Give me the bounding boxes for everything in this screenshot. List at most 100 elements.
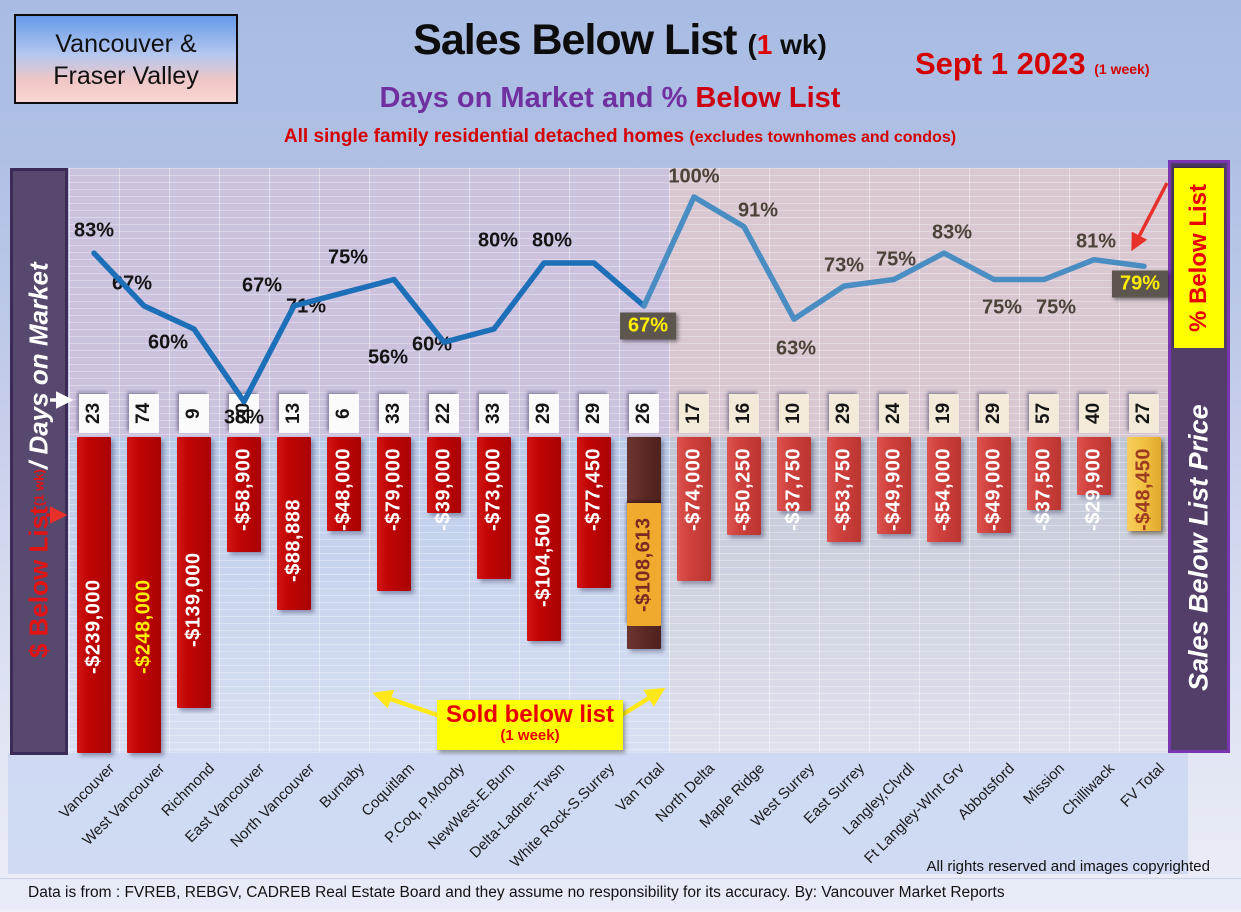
bar-value-label: -$48,450 [1132,448,1155,532]
bar-delta-ladner-twsn [527,437,561,641]
bar-value-label: -$239,000 [82,579,105,674]
bar-newwest-e-burn [477,437,511,579]
bar-langley-clvrdl [877,437,911,534]
date-label: Sept 1 2023 (1 week) [915,46,1150,81]
days-on-market-label: 6 [329,394,359,433]
days-on-market-label: 27 [1129,394,1159,433]
bar-chilliwack [1077,437,1111,495]
bar-ft-langley-wint-grv [927,437,961,542]
chart-tagline: All single family residential detached h… [283,126,957,147]
left-axis-bar [10,168,68,755]
bar-value-label: -$73,000 [482,448,505,532]
pct-below-list-label: 67% [619,312,677,340]
days-on-market-label: 10 [779,394,809,433]
pct-below-list-label: 67% [241,274,283,297]
region-badge-line1: Vancouver & [55,30,197,58]
days-on-market-label: 40 [1079,394,1109,433]
pct-below-list-label: 71% [285,295,327,318]
right-axis-pct-label: % Below List [1174,168,1224,348]
days-on-market-label: 16 [729,394,759,433]
bar-richmond [177,437,211,708]
days-on-market-label: 57 [1029,394,1059,433]
rights-note: All rights reserved and images copyright… [926,858,1210,875]
pct-below-list-label: 80% [531,229,573,252]
days-on-market-label: 17 [679,394,709,433]
days-on-market-label: 9 [179,394,209,433]
chart-subtitle: Days on Market and % Below List [379,82,841,114]
left-axis-note: (1 wk) [31,469,47,506]
bar-east-surrey [827,437,861,542]
days-on-market-label: 24 [879,394,909,433]
date-note: (1 week) [1094,61,1150,77]
bar-value-label: -$39,000 [432,448,455,532]
bar-value-label: -$54,000 [932,448,955,532]
source-note: Data is from : FVREB, REBGV, CADREB Real… [28,884,1005,901]
bar-mission [1027,437,1061,510]
days-on-market-label: 74 [129,394,159,433]
bar-fv-total [1127,437,1161,531]
days-on-market-label: 29 [579,394,609,433]
chart-title: Sales Below List (1 wk) [413,16,827,64]
pct-below-list-label: 63% [775,337,817,360]
bar-coquitlam [377,437,411,591]
pct-below-list-label: 60% [411,333,453,356]
bar-value-label: -$108,613 [627,503,661,626]
bar-value-label: -$104,500 [532,512,555,607]
bar-value-label: -$37,500 [1032,448,1055,532]
pct-below-list-label: 91% [737,199,779,222]
bar-north-delta [677,437,711,581]
bar-north-vancouver [277,437,311,610]
chart-title-note: (1 wk) [747,29,827,60]
bar-value-label: -$58,900 [232,448,255,532]
bar-burnaby [327,437,361,531]
bar-value-label: -$48,000 [332,448,355,532]
days-on-market-label: 33 [479,394,509,433]
bar-p-coq-p-moody [427,437,461,513]
bar-value-label: -$79,000 [382,448,405,532]
bar-value-label: -$77,450 [582,448,605,532]
footer-strip: Data is from : FVREB, REBGV, CADREB Real… [0,878,1241,909]
pct-below-list-label: 75% [1035,296,1077,318]
bar-value-label: -$49,900 [882,448,905,532]
bar-value-label: -$248,000 [132,579,155,674]
pct-below-list-label: 80% [477,229,519,252]
bar-value-label: -$53,750 [832,448,855,532]
bar-value-label: -$49,000 [982,448,1005,532]
bar-west-surrey [777,437,811,511]
days-on-market-label: 22 [429,394,459,433]
bar-white-rock-s-surrey [577,437,611,588]
pct-below-list-label: 60% [147,331,189,354]
days-on-market-label: 26 [629,394,659,433]
left-axis-title: $ Below List (1 wk) / Days on Market [23,262,54,658]
right-axis-title: Sales Below List Price [1183,404,1214,692]
bar-value-label: -$50,250 [732,448,755,532]
region-badge: Vancouver & Fraser Valley [14,14,238,104]
bar-value-label: -$29,900 [1082,448,1105,532]
bar-east-vancouver [227,437,261,552]
pct-below-list-label: 56% [367,346,409,369]
pct-below-list-label: 75% [981,296,1023,318]
days-on-market-label: 29 [829,394,859,433]
pct-below-list-label: 83% [931,221,973,244]
pct-below-list-label: 83% [73,219,115,242]
days-on-market-label: 33 [379,394,409,433]
pct-below-list-label: 73% [823,254,865,277]
pct-below-list-label: 100% [668,165,720,188]
sold-below-callout: Sold below list (1 week) [437,700,623,750]
region-badge-line2: Fraser Valley [53,62,199,90]
days-on-market-label: 13 [279,394,309,433]
bar-value-label: -$74,000 [682,448,705,532]
bar-value-label: -$139,000 [182,552,205,647]
days-on-market-label: 29 [979,394,1009,433]
pct-below-list-label: 81% [1075,230,1117,253]
x-axis-band [8,753,1188,874]
pct-below-list-label: 75% [327,246,369,268]
pct-below-list-label: 75% [875,248,917,270]
days-on-market-label: 29 [529,394,559,433]
pct-below-list-label: 67% [111,272,153,295]
bar-vancouver [77,437,111,753]
bar-maple-ridge [727,437,761,535]
bar-west-vancouver [127,437,161,753]
bar-value-label: -$88,888 [282,499,305,583]
